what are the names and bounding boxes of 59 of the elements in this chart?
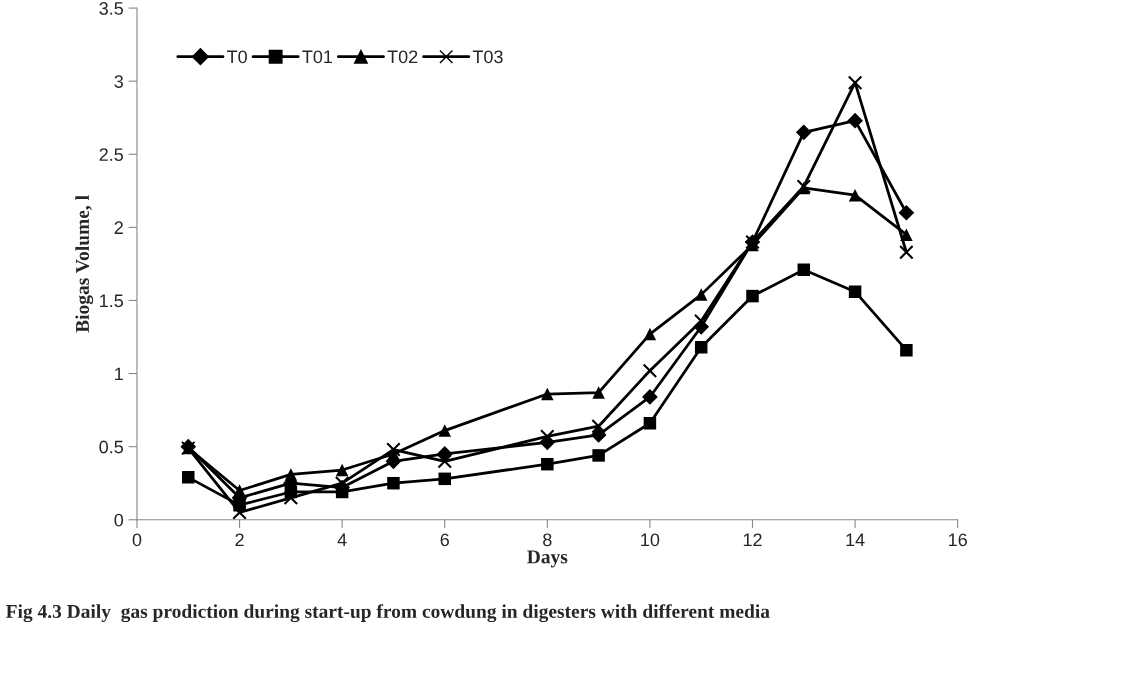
y-tick-label: 2.5 <box>99 148 124 162</box>
point <box>284 468 298 481</box>
point <box>847 75 863 90</box>
y-tick-label: 3 <box>114 75 123 88</box>
y-axis-title: Biogas Volume, l <box>75 195 94 333</box>
point <box>900 228 913 241</box>
x-tick-label: 14 <box>846 533 865 547</box>
y-tick-label: 1 <box>115 367 123 381</box>
point <box>642 363 658 378</box>
point <box>335 463 349 477</box>
x-tick-label: 8 <box>543 533 552 547</box>
point <box>694 288 708 301</box>
point <box>899 244 914 260</box>
point <box>283 490 299 506</box>
y-tick-label: 0 <box>114 513 124 527</box>
point <box>438 472 451 486</box>
point <box>643 417 657 430</box>
point <box>541 387 554 401</box>
point <box>642 389 658 405</box>
point <box>437 453 453 469</box>
y-tick-label: 2 <box>114 221 123 234</box>
point <box>847 112 863 129</box>
point <box>232 505 247 520</box>
point <box>182 471 195 484</box>
y-tick-label: 3.5 <box>99 2 124 15</box>
point <box>591 418 606 434</box>
point <box>233 484 246 497</box>
x-tick-label: 12 <box>743 533 762 547</box>
point <box>541 457 554 471</box>
point <box>386 442 401 457</box>
x-tick-label: 16 <box>949 533 967 547</box>
point <box>898 204 915 221</box>
point <box>438 424 451 437</box>
y-tick-label: 1.5 <box>100 294 124 308</box>
point <box>540 429 555 444</box>
y-tick-label: 0.5 <box>99 440 124 454</box>
x-axis-title: Days <box>527 550 568 568</box>
point <box>643 327 657 341</box>
point <box>795 124 812 141</box>
point <box>848 188 862 202</box>
legend-label: T0 <box>227 50 247 64</box>
point <box>592 386 605 399</box>
legend-label: T03 <box>472 50 503 64</box>
caption: Fig 4.3 Daily gas prodiction during start-up from cowdung in digesters with different media <box>5 604 770 623</box>
point <box>797 263 811 277</box>
legend-label: T01 <box>302 50 333 64</box>
x-tick-label: 4 <box>337 533 347 547</box>
x-tick-label: 6 <box>440 533 449 547</box>
point <box>848 285 862 298</box>
point <box>387 476 400 490</box>
x-tick-label: 0 <box>132 533 142 547</box>
point <box>694 341 708 354</box>
point <box>592 449 605 462</box>
point <box>334 475 350 491</box>
legend-label: T02 <box>387 50 418 64</box>
point <box>746 289 759 303</box>
x-tick-label: 2 <box>235 533 244 547</box>
point <box>900 343 913 357</box>
x-tick-label: 10 <box>641 533 660 547</box>
